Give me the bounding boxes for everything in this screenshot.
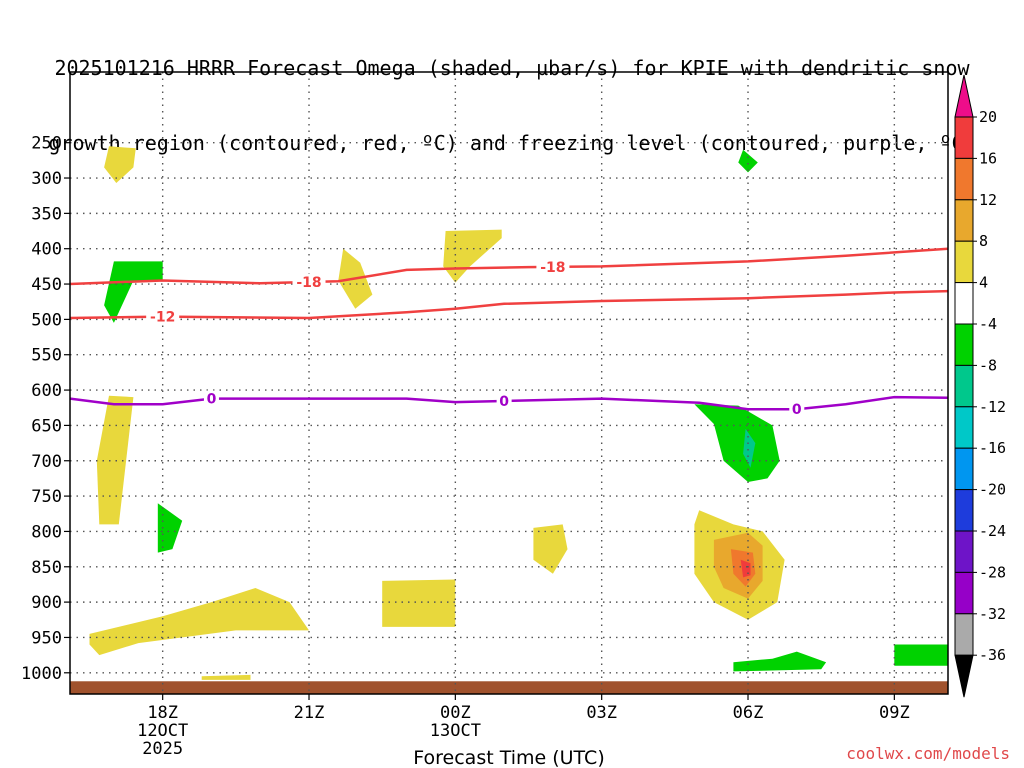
plot-frame [69,71,949,695]
colorbar-swatch-1 [954,116,974,159]
y-tick-label-350: 350 [31,204,62,224]
omega-region-16 [733,651,827,672]
ground-layer [70,681,948,694]
y-tick-label-800: 800 [31,522,62,542]
omega-region-14 [694,404,780,482]
x-tick-label-0-2: 2025 [142,739,183,759]
colorbar-label-2: 12 [979,191,997,209]
colorbar-label-10: -24 [979,522,1006,540]
y-tick-label-400: 400 [31,240,62,260]
grid-layer [70,72,948,694]
colorbar-swatch-6 [954,323,974,366]
colorbar-label-13: -36 [979,646,1006,664]
colorbar-swatch-8 [954,406,974,449]
colorbar-label-11: -28 [979,563,1006,581]
colorbar-label-3: 8 [979,232,988,250]
colorbar-swatch-2 [954,157,974,201]
colorbar-swatch-10 [954,489,974,532]
colorbar-label-6: -8 [979,356,997,374]
contour-label-1-0: -12 [150,310,175,326]
contour-label-bg-2-2 [789,401,805,418]
contour-line-2 [70,395,948,411]
x-tick-label-3-0: 21Z [294,703,325,723]
omega-region-0 [104,146,136,183]
y-tick-label-250: 250 [31,134,62,154]
omega-region-7 [89,588,309,656]
y-tick-label-450: 450 [31,275,62,295]
colorbar-label-9: -20 [979,481,1006,499]
colorbar-swatch-5 [954,282,974,325]
contour-label-0-0: -18 [296,275,321,291]
y-tick-label-300: 300 [31,169,62,189]
x-tick-label-12-0: 06Z [733,703,764,723]
ground-below-surface [70,681,948,694]
x-tick-label-15-0: 09Z [879,703,910,723]
colorbar-swatch-3 [954,199,974,242]
y-tick-label-650: 650 [31,416,62,436]
colorbar-swatch-7 [954,364,974,408]
omega-region-9 [533,524,568,574]
y-tick-label-700: 700 [31,452,62,472]
y-tick-label-1000: 1000 [21,664,62,684]
contour-label-bg-2-0 [203,390,219,407]
omega-region-4 [104,261,163,323]
contour-label-2-0: 0 [207,392,217,408]
contour-label-2-1: 0 [499,394,509,410]
contour-layer: -18 -18 -12 0 0 0 [70,247,948,418]
x-tick-label-0-1: 12OCT [137,721,188,741]
y-tick-label-900: 900 [31,593,62,613]
y-tick-label-950: 950 [31,628,62,648]
omega-region-8 [382,579,456,627]
colorbar-label-4: 4 [979,274,988,292]
contour-label-0-1: -18 [540,260,565,276]
colorbar-label-12: -32 [979,605,1006,623]
y-tick-label-500: 500 [31,310,62,330]
contour-label-2-2: 0 [792,402,802,418]
x-axis-title: Forecast Time (UTC) [413,747,604,768]
y-tick-label-550: 550 [31,346,62,366]
colorbar-label-7: -12 [979,398,1006,416]
omega-region-1 [738,149,758,173]
colorbar-swatch-13 [954,613,974,656]
colorbar-top-arrow [954,74,974,118]
omega-region-17 [894,644,948,666]
colorbar-label-5: -4 [979,315,997,333]
y-tick-label-750: 750 [31,487,62,507]
contour-label-bg-2-1 [496,392,512,409]
x-tick-label-6-1: 13OCT [430,721,481,741]
x-tick-label-6-0: 00Z [440,703,471,723]
colorbar-swatch-9 [954,447,974,491]
contour-line-0 [70,247,948,286]
omega-region-18 [201,674,251,680]
contour-label-bg-1-0 [146,308,180,325]
chart-title: 2025101216 HRRR Forecast Omega (shaded, … [0,6,1024,181]
colorbar-swatch-11 [954,530,974,573]
y-tick-label-600: 600 [31,381,62,401]
colorbar-swatch-12 [954,571,974,615]
title-line-1: 2025101216 HRRR Forecast Omega (shaded, … [54,56,970,80]
colorbar-label-8: -16 [979,439,1006,457]
colorbar-label-0: 20 [979,108,997,126]
pressure-axis: 250 300 350 400 450 500 550 600 650 700 750 800 850 9… [21,134,70,684]
contour-label-bg-0-0 [292,274,326,291]
colorbar-label-1: 16 [979,149,997,167]
x-tick-label-9-0: 03Z [586,703,617,723]
omega-region-2 [443,229,502,283]
omega-shading-layer [89,146,948,680]
y-tick-label-850: 850 [31,558,62,578]
omega-region-15 [743,428,756,468]
contour-line-1 [70,289,948,320]
omega-region-6 [157,503,183,553]
contour-label-bg-0-1 [536,258,570,275]
credit-link[interactable]: coolwx.com/models [846,744,1010,763]
colorbar: 20 16 12 8 4 -4 -8 -12 -16 -20 -24 -28 -32 -36 [954,74,1006,698]
colorbar-bottom-arrow [954,654,974,698]
x-tick-label-0-0: 18Z [147,703,178,723]
omega-region-5 [96,395,134,525]
colorbar-swatch-4 [954,240,974,284]
